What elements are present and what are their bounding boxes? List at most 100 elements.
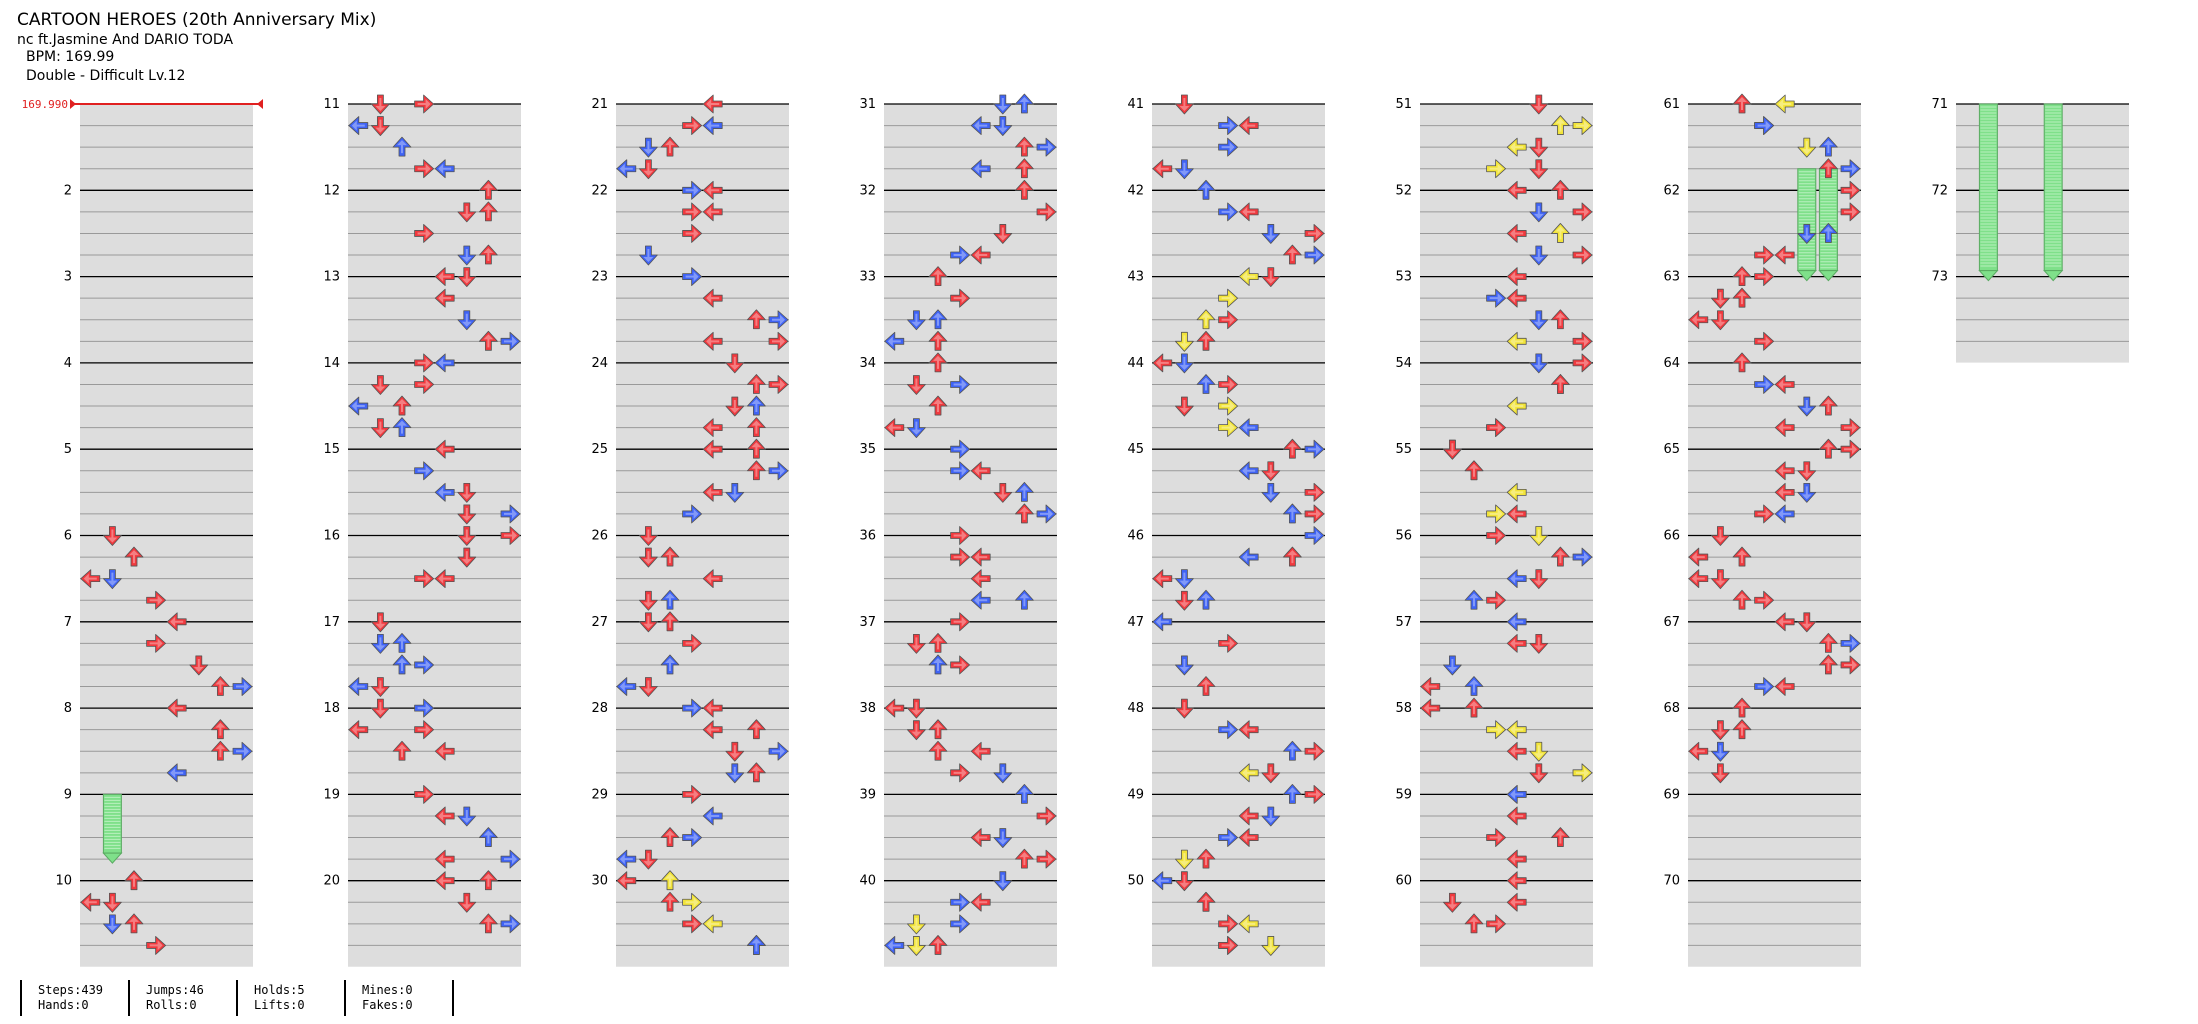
measure-number: 31 (859, 97, 876, 112)
arrow-highlight (706, 185, 720, 196)
arrow-highlight (1489, 530, 1503, 541)
beat-stripe (348, 708, 521, 730)
arrow-highlight (1691, 552, 1705, 563)
right-arrow-icon (1572, 202, 1593, 222)
arrow-highlight (375, 421, 386, 435)
beat-stripe (80, 147, 253, 169)
beat-stripe (616, 125, 789, 147)
arrow-highlight (729, 766, 740, 780)
measure-number: 66 (1663, 529, 1680, 544)
arrow-highlight (1265, 464, 1276, 478)
down-arrow-icon (1797, 612, 1817, 633)
right-arrow-icon (1486, 159, 1506, 179)
arrow-highlight (1510, 573, 1524, 584)
arrow-shape (1261, 806, 1281, 827)
arrow-shape (970, 245, 991, 265)
arrow-shape (993, 763, 1013, 784)
arrow-shape (1819, 438, 1838, 459)
left-arrow-icon (1506, 741, 1527, 761)
arrow-highlight (1737, 701, 1747, 715)
arrow-highlight (1287, 787, 1298, 801)
beat-stripe (348, 578, 521, 600)
beat-stripe (348, 471, 521, 493)
beat-stripe (1956, 276, 2129, 298)
arrow-shape (1036, 137, 1057, 157)
measure-number: 10 (55, 874, 72, 889)
arrow-highlight (685, 271, 699, 282)
arrow-shape (146, 590, 167, 610)
arrow-shape (950, 288, 970, 308)
down-arrow-icon (907, 375, 926, 395)
bpm-start-marker (70, 99, 76, 109)
arrow-highlight (417, 357, 431, 368)
down-arrow-icon (1711, 763, 1730, 784)
measure-number: 5 (64, 442, 72, 457)
arrow-shape (1196, 891, 1216, 912)
beat-stripe (616, 492, 789, 514)
arrow-shape (1551, 179, 1570, 200)
arrow-highlight (461, 507, 472, 521)
measure-number: 56 (1395, 529, 1412, 544)
left-arrow-icon (1506, 892, 1527, 912)
arrow-shape (1819, 632, 1838, 653)
arrow-shape (1175, 655, 1194, 676)
measure-number: 11 (323, 97, 340, 112)
left-arrow-icon (702, 180, 723, 200)
arrow-highlight (1555, 183, 1566, 197)
right-arrow-icon (232, 677, 253, 696)
arrow-shape (1732, 266, 1752, 287)
arrow-highlight (193, 658, 204, 672)
arrow-shape (725, 482, 745, 503)
arrow-highlight (933, 312, 943, 326)
beat-stripe (1420, 751, 1593, 773)
beat-stripe (884, 169, 1057, 191)
up-arrow-icon (660, 654, 680, 675)
arrow-highlight (911, 939, 922, 953)
beat-stripe (616, 751, 789, 773)
arrow-shape (1175, 353, 1194, 374)
up-arrow-icon (1732, 266, 1752, 287)
arrow-highlight (685, 789, 699, 800)
measure-number: 39 (859, 787, 876, 802)
up-arrow-icon (1196, 374, 1216, 394)
arrow-shape (1529, 137, 1549, 158)
arrow-highlight (1801, 227, 1812, 241)
arrow-shape (747, 438, 766, 459)
arrow-shape (370, 698, 390, 719)
arrow-highlight (685, 185, 699, 196)
arrow-shape (1551, 115, 1570, 135)
left-arrow-icon (1688, 547, 1709, 567)
right-arrow-icon (950, 655, 970, 675)
arrow-highlight (997, 98, 1008, 111)
down-arrow-icon (1175, 698, 1194, 719)
arrow-highlight (1469, 916, 1479, 930)
up-arrow-icon (660, 589, 680, 610)
beat-stripe (884, 686, 1057, 708)
arrow-shape (1015, 848, 1034, 869)
beat-stripe (884, 471, 1057, 493)
measure-number: 69 (1663, 787, 1680, 802)
arrow-highlight (1576, 552, 1589, 563)
beat-stripe (616, 578, 789, 600)
arrow-shape (1486, 504, 1506, 524)
beat-stripe (1420, 492, 1593, 514)
beat-stripe (80, 686, 253, 708)
arrow-highlight (1715, 723, 1726, 737)
beat-stripe (1688, 276, 1861, 298)
arrow-shape (702, 180, 723, 200)
up-arrow-icon (1464, 913, 1484, 934)
right-arrow-icon (1486, 590, 1506, 610)
arrow-highlight (751, 399, 762, 413)
up-arrow-icon (1283, 784, 1302, 804)
arrow-highlight (1510, 854, 1524, 865)
bpm-end-marker (257, 99, 263, 109)
arrow-shape (434, 439, 455, 459)
beat-stripe (884, 449, 1057, 471)
beat-stripe (348, 880, 521, 902)
beat-stripe (80, 104, 253, 126)
up-arrow-icon (1551, 115, 1570, 135)
beat-stripe (1688, 600, 1861, 622)
hold-tail (1818, 270, 1839, 282)
beat-stripe (348, 514, 521, 536)
beat-stripe (1152, 276, 1325, 298)
